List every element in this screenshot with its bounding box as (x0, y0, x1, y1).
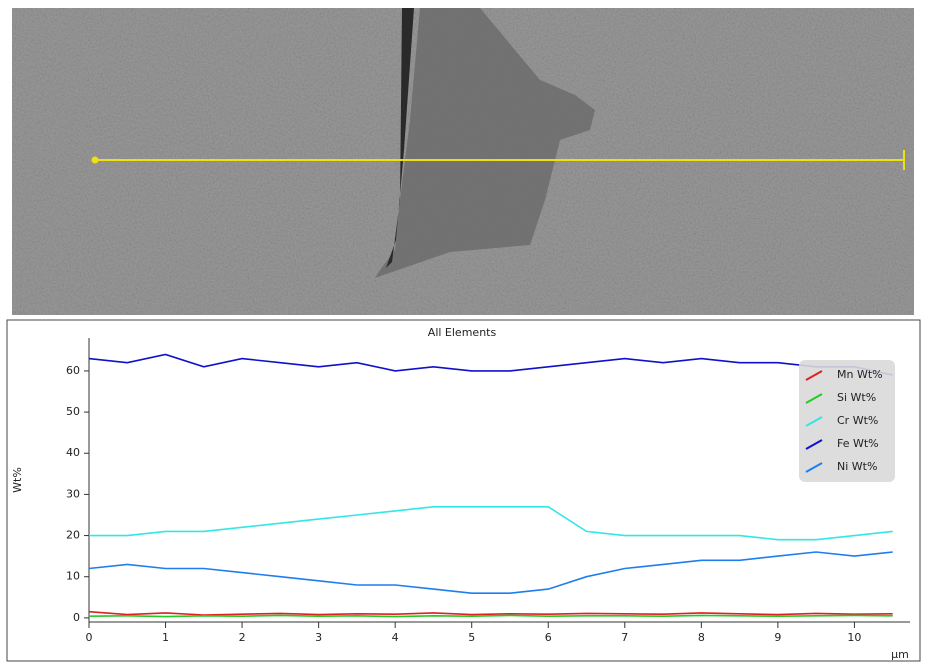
chart-title: All Elements (428, 326, 497, 339)
scan-start (92, 157, 99, 164)
x-tick-label: 1 (162, 631, 169, 644)
screen: All Elements Wt% µm 0 10 20 30 40 50 60 0 1 2 3 4 5 6… (0, 0, 928, 663)
x-axis-label: µm (891, 648, 909, 661)
x-tick-label: 0 (86, 631, 93, 644)
series-line (89, 615, 893, 616)
x-tick-label: 9 (774, 631, 781, 644)
x-tick-label: 6 (545, 631, 552, 644)
chart-panel (7, 320, 920, 661)
y-tick-label: 30 (66, 487, 80, 500)
x-tick-label: 4 (392, 631, 399, 644)
y-tick-label: 50 (66, 405, 80, 418)
y-axis-label: Wt% (11, 467, 24, 493)
y-tick-label: 10 (66, 570, 80, 583)
legend: Mn Wt% Si Wt% Cr Wt% Fe Wt% Ni Wt% (799, 360, 895, 482)
legend-label: Si Wt% (837, 391, 876, 404)
y-tick-label: 20 (66, 529, 80, 542)
legend-label: Fe Wt% (837, 437, 879, 450)
legend-label: Ni Wt% (837, 460, 877, 473)
x-tick-label: 5 (468, 631, 475, 644)
x-tick-label: 2 (239, 631, 246, 644)
legend-label: Mn Wt% (837, 368, 883, 381)
x-tick-label: 10 (847, 631, 861, 644)
x-tick-label: 7 (621, 631, 628, 644)
y-tick-label: 40 (66, 446, 80, 459)
y-tick-label: 60 (66, 364, 80, 377)
sem-image (12, 8, 914, 315)
page: {"chart_data": {"type": "line", "title":… (0, 0, 928, 663)
y-tick-label: 0 (73, 611, 80, 624)
legend-label: Cr Wt% (837, 414, 878, 427)
x-tick-label: 3 (315, 631, 322, 644)
x-tick-label: 8 (698, 631, 705, 644)
